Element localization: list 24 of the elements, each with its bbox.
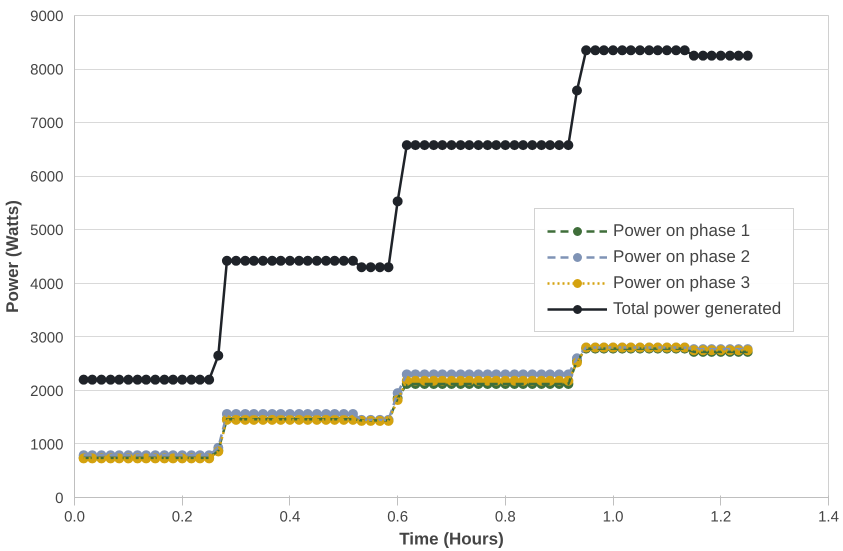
x-tick-label: 1.4	[818, 508, 839, 526]
x-tick-label: 0.4	[280, 508, 300, 526]
y-tick-label: 4000	[30, 276, 64, 293]
x-tick-label: 0.6	[387, 508, 408, 526]
x-tick-label: 0.8	[494, 508, 516, 526]
y-tick-label: 5000	[30, 222, 64, 240]
x-tick-label: 0.0	[64, 508, 85, 526]
x-tick-label: 0.2	[172, 508, 193, 526]
y-tick-label: 2000	[30, 382, 64, 400]
y-tick-label: 6000	[30, 168, 64, 186]
legend-label: Power on phase 2	[613, 247, 750, 267]
x-tick-label: 1.2	[710, 508, 732, 526]
y-axis-title: Power (Watts)	[3, 200, 22, 313]
y-tick-label: 1000	[30, 436, 64, 454]
y-tick-label: 7000	[30, 115, 64, 132]
legend-label: Total power generated	[613, 299, 782, 319]
x-axis-title: Time (Hours)	[399, 530, 504, 548]
legend-label: Power on phase 3	[613, 273, 750, 293]
y-tick-label: 3000	[30, 329, 64, 346]
legend-label: Power on phase 1	[613, 221, 750, 241]
y-tick-label: 8000	[30, 62, 64, 79]
x-tick-label: 1.0	[602, 508, 624, 526]
y-tick-label: 9000	[30, 8, 64, 25]
y-tick-label: 0	[55, 490, 64, 507]
